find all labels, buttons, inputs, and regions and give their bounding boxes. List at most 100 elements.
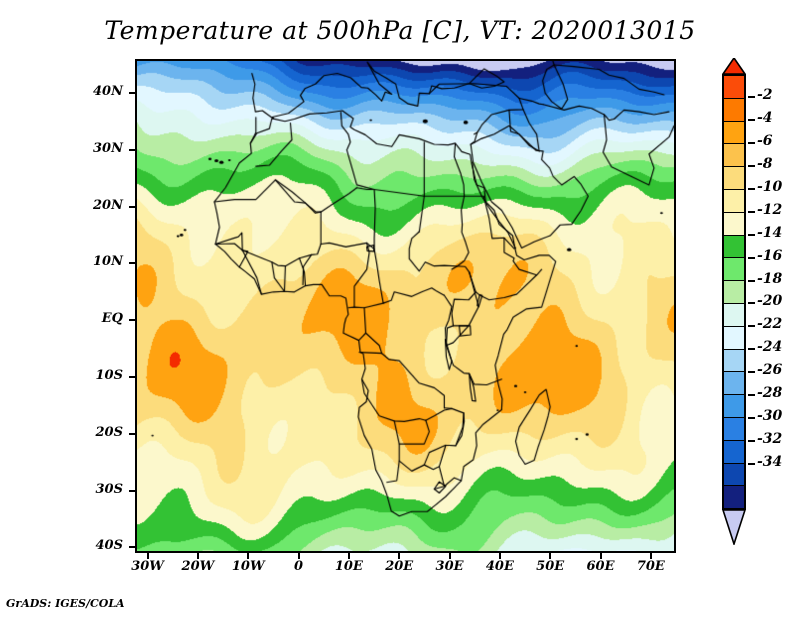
x-axis-label-10E: 10E xyxy=(334,559,363,574)
colorbar-band-11 xyxy=(724,326,744,350)
x-axis-tick xyxy=(196,553,199,559)
x-axis-tick xyxy=(599,553,602,559)
colorbar-tick xyxy=(748,233,755,236)
footer-credit: GrADS: IGES/COLA xyxy=(6,597,125,610)
colorbar-band-13 xyxy=(724,372,744,396)
colorbar-label--18: -18 xyxy=(757,270,783,287)
page-title: Temperature at 500hPa [C], VT: 202001301… xyxy=(104,16,696,45)
x-axis-tick xyxy=(347,553,350,559)
colorbar-tick xyxy=(748,210,755,213)
colorbar-band-8 xyxy=(724,258,744,282)
x-axis-label-10W: 10W xyxy=(231,559,265,574)
x-axis-tick xyxy=(649,553,652,559)
colorbar-label--16: -16 xyxy=(757,247,783,264)
colorbar-label--28: -28 xyxy=(757,385,783,402)
y-axis-label-10S: 10S xyxy=(95,367,123,383)
colorbar-label--20: -20 xyxy=(757,293,783,310)
colorbar-tick xyxy=(748,348,755,351)
y-axis-tick xyxy=(129,375,135,378)
x-axis-label-40E: 40E xyxy=(485,559,514,574)
colorbar-label--26: -26 xyxy=(757,362,783,379)
x-axis-label-70E: 70E xyxy=(636,559,665,574)
colorbar-band-7 xyxy=(724,235,744,259)
colorbar-label--24: -24 xyxy=(757,339,783,356)
colorbar-label--10: -10 xyxy=(757,178,783,195)
colorbar-tick xyxy=(748,394,755,397)
x-axis-tick xyxy=(448,553,451,559)
y-axis-label-20N: 20N xyxy=(93,197,123,213)
x-axis-tick xyxy=(549,553,552,559)
y-axis-tick xyxy=(129,489,135,492)
y-axis-label-40N: 40N xyxy=(93,84,123,100)
colorbar-label--30: -30 xyxy=(757,408,783,425)
colorbar-tick xyxy=(748,371,755,374)
colorbar-tick xyxy=(748,279,755,282)
x-axis-label-60E: 60E xyxy=(586,559,615,574)
colorbar-tick xyxy=(748,118,755,121)
colorbar-tick xyxy=(748,463,755,466)
x-axis-tick xyxy=(297,553,300,559)
colorbar-label--12: -12 xyxy=(757,201,783,218)
colorbar-band-17 xyxy=(724,463,744,487)
colorbar-tick xyxy=(748,256,755,259)
y-axis-label-30N: 30N xyxy=(93,140,123,156)
y-axis-tick xyxy=(129,432,135,435)
y-axis-tick xyxy=(129,546,135,549)
y-axis-label-20S: 20S xyxy=(95,424,123,440)
colorbar-band-14 xyxy=(724,395,744,418)
colorbar-band-2 xyxy=(724,121,744,145)
y-axis-tick xyxy=(129,92,135,95)
y-axis-label-30S: 30S xyxy=(95,481,123,497)
colorbar-tick xyxy=(748,164,755,167)
map-plot-area xyxy=(135,59,676,553)
x-axis-label-0: 0 xyxy=(294,559,304,574)
x-axis-tick xyxy=(498,553,501,559)
x-axis-label-20E: 20E xyxy=(385,559,414,574)
x-axis-label-50E: 50E xyxy=(536,559,565,574)
colorbar-tick xyxy=(748,417,755,420)
colorbar-band-4 xyxy=(724,167,744,190)
colorbar-band-15 xyxy=(724,417,744,441)
x-axis-tick xyxy=(247,553,250,559)
colorbar-band-18 xyxy=(724,486,744,509)
y-axis-tick xyxy=(129,262,135,265)
colorbar-tick xyxy=(748,187,755,190)
temperature-field-canvas xyxy=(137,61,674,551)
colorbar-band-16 xyxy=(724,440,744,464)
colorbar-label--8: -8 xyxy=(757,155,773,172)
colorbar-band-10 xyxy=(724,303,744,327)
colorbar-label--6: -6 xyxy=(757,132,773,149)
colorbar-tick xyxy=(748,95,755,98)
colorbar-label--32: -32 xyxy=(757,431,783,448)
colorbar-band-0 xyxy=(724,76,744,99)
x-axis-tick xyxy=(398,553,401,559)
y-axis-label-EQ: EQ xyxy=(101,311,123,327)
colorbar-band-1 xyxy=(724,98,744,122)
colorbar-tick xyxy=(748,141,755,144)
colorbar-band-6 xyxy=(724,212,744,236)
y-axis-label-10N: 10N xyxy=(93,254,123,270)
colorbar-tick xyxy=(748,440,755,443)
x-axis-label-20W: 20W xyxy=(181,559,215,574)
colorbar-band-5 xyxy=(724,189,744,213)
colorbar-label--4: -4 xyxy=(757,109,773,126)
colorbar-tick xyxy=(748,302,755,305)
colorbar-tick xyxy=(748,325,755,328)
colorbar-label--14: -14 xyxy=(757,224,783,241)
colorbar-band-9 xyxy=(724,281,744,304)
colorbar-band-12 xyxy=(724,349,744,373)
x-axis-label-30W: 30W xyxy=(131,559,164,574)
x-axis-label-30E: 30E xyxy=(435,559,464,574)
colorbar-band-3 xyxy=(724,144,744,168)
colorbar-label--34: -34 xyxy=(757,454,783,471)
y-axis-tick xyxy=(129,319,135,322)
y-axis-tick xyxy=(129,205,135,208)
y-axis-tick xyxy=(129,148,135,151)
colorbar xyxy=(722,74,746,510)
y-axis-label-40S: 40S xyxy=(95,538,123,554)
colorbar-over-arrow-icon xyxy=(721,56,747,75)
x-axis-tick xyxy=(146,553,149,559)
colorbar-label--2: -2 xyxy=(757,86,773,103)
colorbar-under-arrow-icon xyxy=(721,509,747,547)
colorbar-label--22: -22 xyxy=(757,316,783,333)
